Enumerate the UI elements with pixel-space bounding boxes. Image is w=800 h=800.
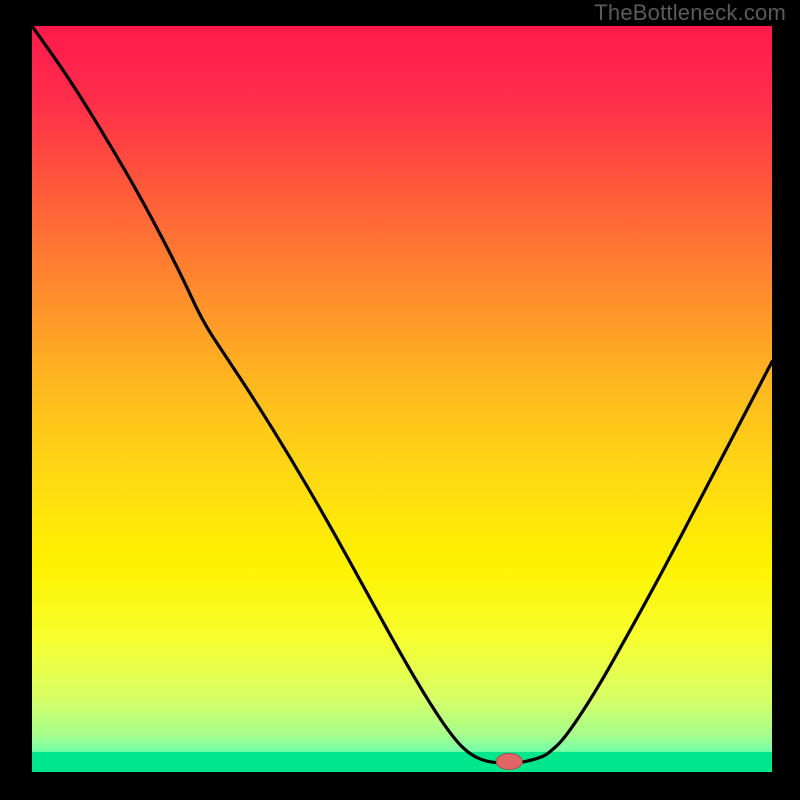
plot-area bbox=[32, 26, 772, 772]
gradient-background bbox=[32, 26, 772, 772]
optimal-band bbox=[32, 752, 772, 772]
watermark-text: TheBottleneck.com bbox=[594, 0, 786, 26]
current-config-marker[interactable] bbox=[496, 754, 522, 770]
chart-frame: TheBottleneck.com bbox=[0, 0, 800, 800]
bottleneck-chart bbox=[32, 26, 772, 772]
